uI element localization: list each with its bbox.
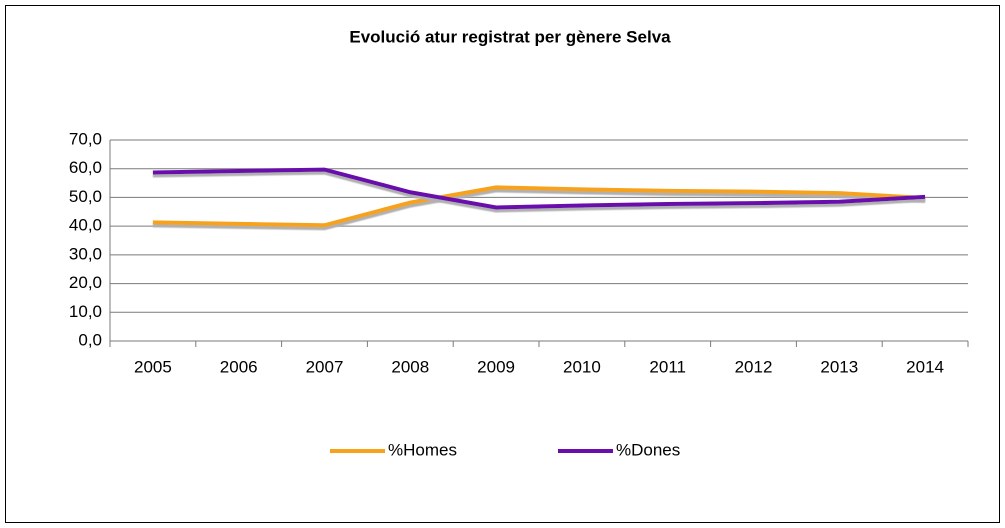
x-tick-label: 2007: [306, 357, 344, 376]
x-tick-label: 2013: [820, 357, 858, 376]
legend-label: %Homes: [388, 440, 457, 459]
x-tick-label: 2012: [735, 357, 773, 376]
x-tick-label: 2009: [477, 357, 515, 376]
series-line: [152, 167, 926, 210]
x-tick-label: 2008: [391, 357, 429, 376]
y-tick-label: 50,0: [69, 187, 102, 206]
y-tick-label: 10,0: [69, 302, 102, 321]
y-tick-label: 20,0: [69, 273, 102, 292]
x-tick-label: 2010: [563, 357, 601, 376]
series-line: [152, 185, 926, 228]
x-tick-label: 2014: [906, 357, 944, 376]
x-tick-label: 2011: [649, 357, 686, 376]
y-tick-label: 30,0: [69, 244, 102, 263]
chart-frame: [5, 5, 1000, 523]
y-tick-label: 40,0: [69, 216, 102, 235]
chart-title: Evolució atur registrat per gènere Selva: [349, 27, 671, 46]
y-tick-label: 60,0: [69, 158, 102, 177]
legend-label: %Dones: [616, 440, 680, 459]
y-tick-label: 70,0: [69, 129, 102, 148]
x-tick-label: 2006: [220, 357, 258, 376]
y-tick-label: 0,0: [78, 330, 102, 349]
x-tick-label: 2005: [134, 357, 172, 376]
